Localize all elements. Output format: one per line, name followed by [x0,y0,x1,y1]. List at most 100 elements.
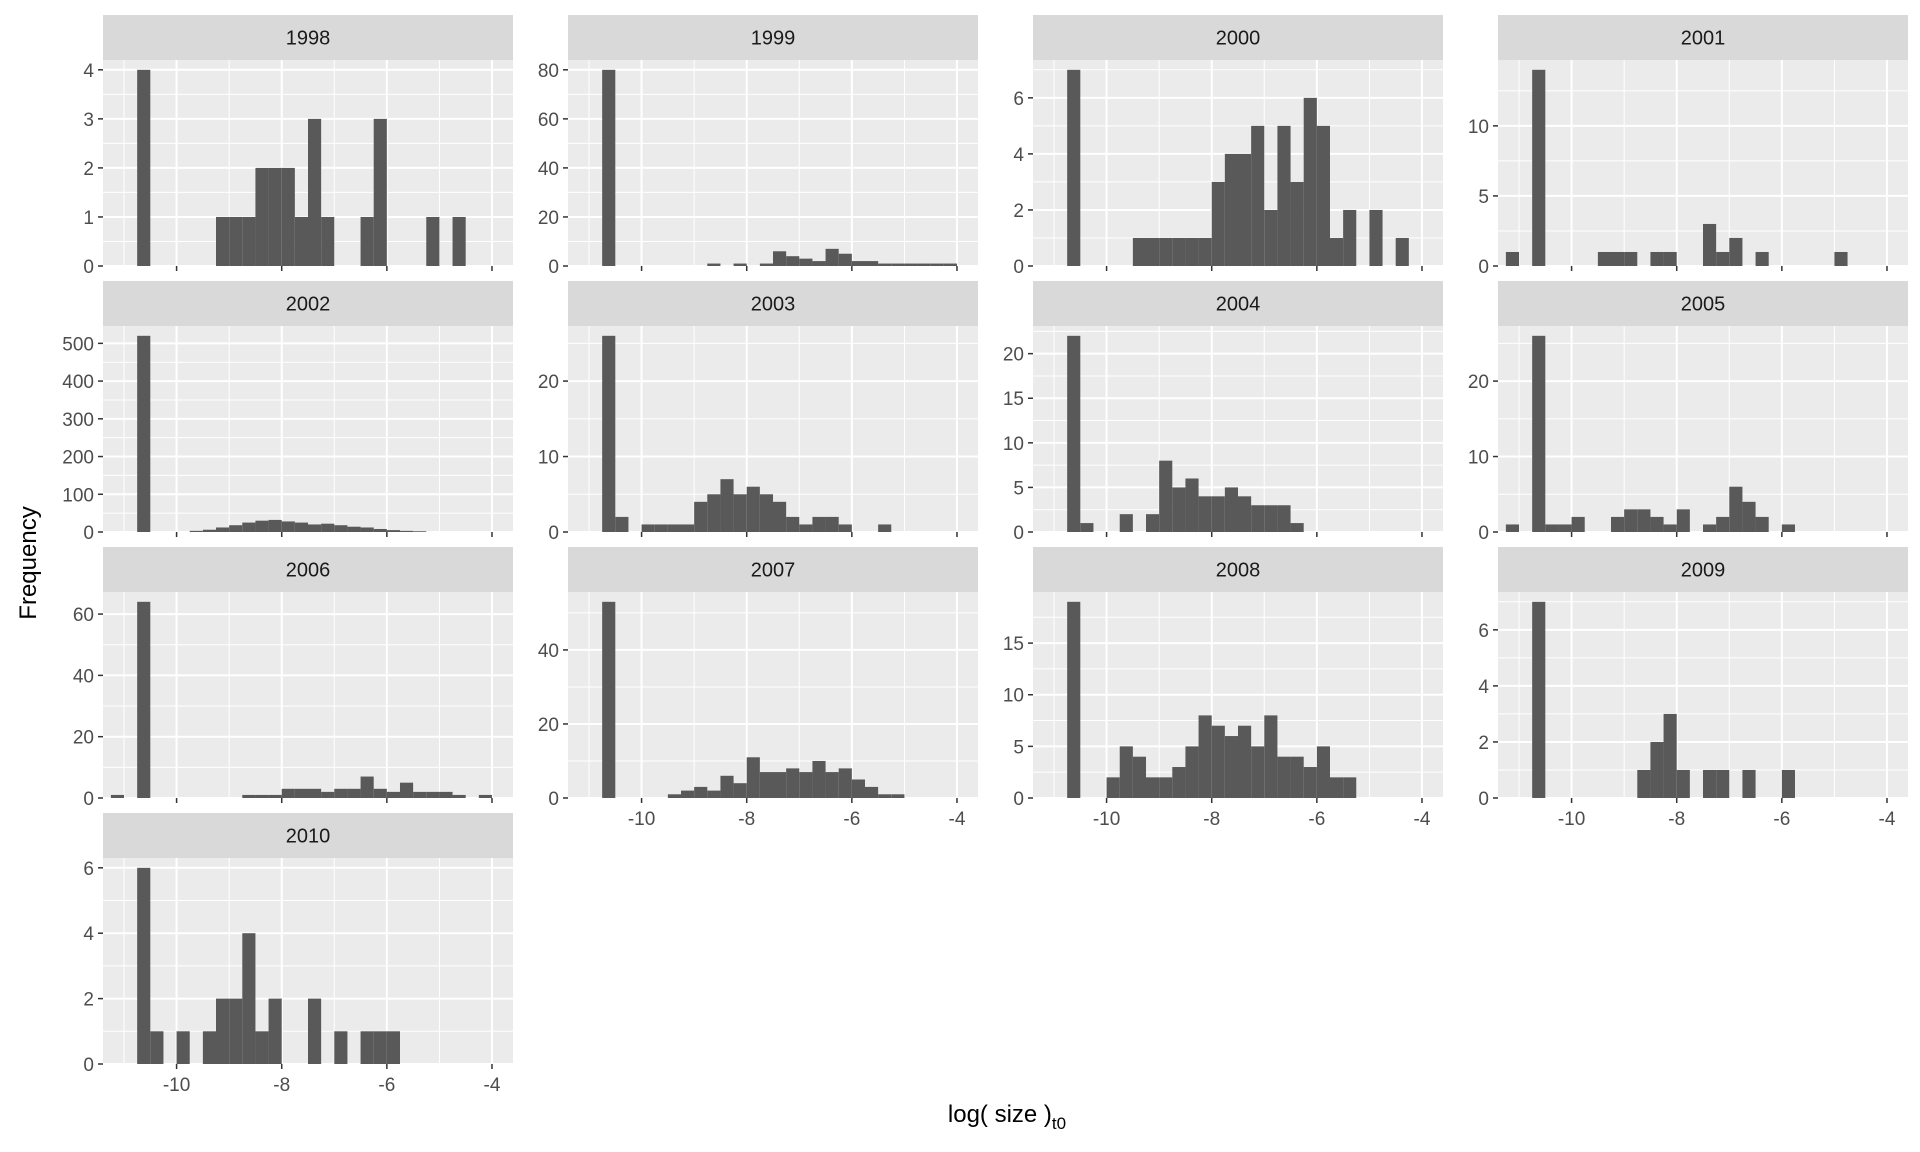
histogram-bar [386,530,400,532]
y-tick-label: 5 [1013,737,1024,758]
histogram-bar [360,1031,374,1064]
histogram-bar [1290,756,1304,798]
histogram-bar [1624,251,1638,266]
histogram-bar [110,794,125,798]
x-tick-label: -10 [628,809,655,830]
histogram-bar [1834,251,1848,266]
y-tick-label: 10 [1468,448,1489,469]
facet-strip-label: 2010 [286,826,331,848]
histogram-bar [1251,125,1265,266]
histogram-bar [242,794,256,798]
histogram-bar [1185,478,1199,532]
histogram-bar [1211,496,1225,532]
histogram-bar [943,263,957,266]
histogram-bar [786,516,800,532]
histogram-bar [1755,251,1769,266]
histogram-bar [1238,153,1252,266]
histogram-bar [1251,505,1265,532]
histogram-bar [216,527,230,532]
histogram-bar [667,524,682,532]
histogram-bar [812,261,826,266]
histogram-bar [281,167,295,266]
facet-2001: 2001 0 5 10 [1468,15,1908,278]
y-tick-label: 20 [73,728,94,749]
histogram-bar [799,524,813,532]
histogram-bar [681,790,695,798]
histogram-bar [1729,486,1743,532]
histogram-bar [1532,69,1546,266]
facet-strip [1033,15,1443,60]
histogram-bar [229,216,243,266]
histogram-bar [1597,251,1612,266]
histogram-bar [707,263,721,266]
histogram-bar [864,786,879,798]
histogram-bar [799,772,813,798]
facet-strip [1498,15,1908,60]
y-tick-label: 20 [538,208,559,229]
histogram-bar [707,494,721,532]
histogram-bar [1159,237,1173,266]
histogram-bar [1532,601,1546,798]
facet-strip-label: 2006 [286,560,331,582]
histogram-bar [321,523,335,532]
histogram-bar [878,524,892,532]
histogram-bar [786,768,800,798]
histogram-bar [602,335,616,532]
y-tick-label: 0 [1478,523,1489,544]
x-tick-label: -8 [1203,809,1220,830]
histogram-bar [812,760,826,798]
histogram-bar [1716,251,1730,266]
histogram-bar [878,794,892,798]
histogram-bar [1571,516,1585,532]
histogram-bar [602,69,616,266]
y-tick-label: 60 [73,605,94,626]
x-axis-title-subscript: t0 [1052,1114,1066,1133]
y-tick-label: 4 [83,924,94,945]
facet-2004: 2004 0 5 10 15 20 [1003,281,1443,544]
histogram-bar [720,775,734,798]
panel-background [568,592,978,798]
histogram-bar [229,998,243,1064]
y-tick-label: 20 [1468,372,1489,393]
histogram-bar [1264,209,1278,266]
y-tick-label: 40 [538,641,559,662]
histogram-bar [930,263,944,266]
histogram-bar [812,516,826,532]
y-tick-label: 3 [83,110,94,131]
y-tick-label: 10 [1003,434,1024,455]
facet-2008: 2008 0 5 10 15 -10 -8 -6 -4 [1003,547,1443,830]
facet-strip-label: 2009 [1681,560,1726,582]
histogram-bar [360,527,374,532]
histogram-bar [255,167,269,266]
histogram-bar [1505,251,1520,266]
histogram-bar [1637,769,1651,798]
histogram-bar [1159,777,1173,798]
histogram-bar [334,1031,348,1064]
histogram-bar [654,524,668,532]
x-tick-label: -8 [738,809,755,830]
histogram-bar [1343,209,1357,266]
panel-background [1498,592,1908,798]
histogram-bar [1172,487,1186,532]
histogram-bar [308,118,322,266]
histogram-bar [439,791,453,798]
histogram-bar [1369,209,1383,266]
y-tick-label: 0 [83,523,94,544]
histogram-bar [1316,125,1330,266]
facet-strip-label: 2000 [1216,28,1261,50]
histogram-bar [1185,746,1199,798]
y-tick-label: 10 [538,448,559,469]
y-tick-label: 15 [1003,389,1024,410]
facet-2003: 2003 0 10 20 [538,281,978,544]
facet-strip-label: 2008 [1216,560,1261,582]
x-tick-label: -4 [949,809,966,830]
histogram-bar [1185,237,1199,266]
histogram-bar [1395,237,1409,266]
histogram-bar [1277,756,1291,798]
histogram-bar [255,1031,269,1064]
histogram-bar [773,501,787,532]
x-tick-label: -4 [1879,809,1896,830]
y-tick-label: 2 [1478,733,1489,754]
x-axis-title-main: log( size ) [948,1101,1052,1128]
facet-strip-label: 2007 [751,560,796,582]
